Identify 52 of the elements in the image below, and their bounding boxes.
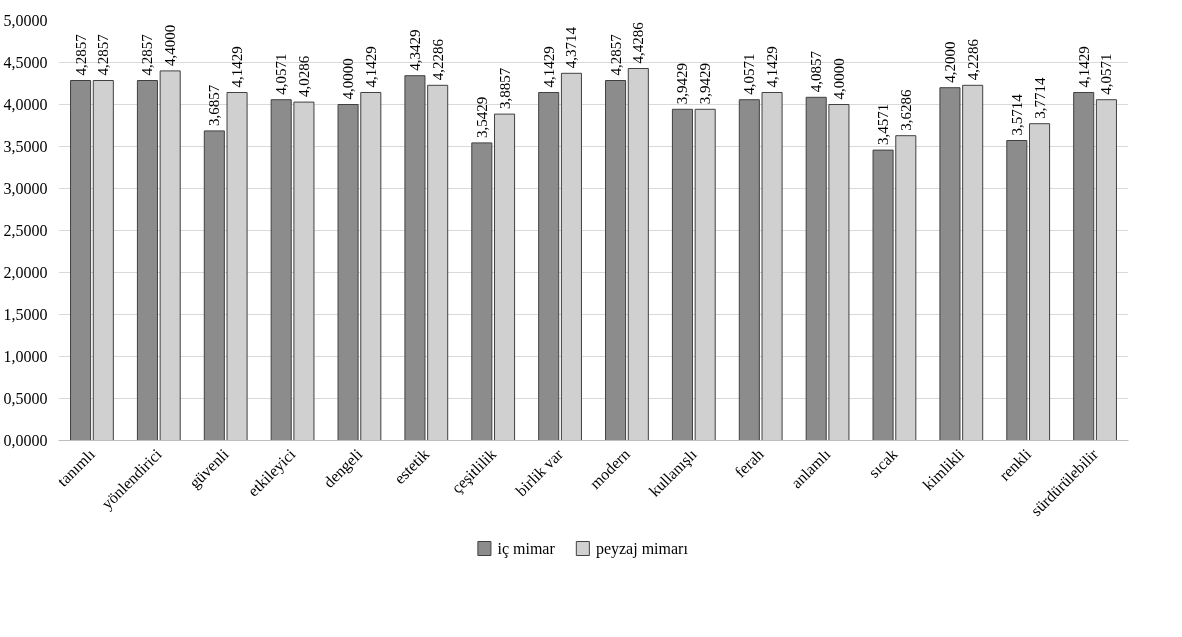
data-label: 4,1429 [540,46,557,88]
data-label: 3,8857 [496,67,513,110]
data-label: 4,0000 [340,58,357,100]
data-label: 4,0571 [273,53,290,95]
data-label: 4,1429 [362,46,379,88]
data-label: 4,0000 [830,58,847,100]
y-tick-label: 2,0000 [3,264,48,281]
y-tick-label: 3,5000 [3,138,48,155]
y-tick-label: 0,0000 [3,432,48,449]
data-label: 3,9429 [697,63,714,105]
data-label: 4,0857 [808,50,825,93]
data-label: 4,3714 [563,26,580,69]
y-tick-label: 4,5000 [3,54,48,71]
data-label: 3,6857 [206,84,223,126]
bar [70,80,92,441]
y-tick-label: 5,0000 [3,12,48,29]
data-label: 3,7714 [1031,76,1048,119]
data-label: 3,4571 [875,103,892,146]
y-tick-label: 1,0000 [3,348,48,365]
data-label: 3,6286 [897,88,914,131]
data-label: 4,4000 [162,24,179,66]
y-tick-label: 0,5000 [3,390,48,407]
data-label: 4,0286 [295,55,312,98]
data-label: 4,2286 [429,38,446,81]
data-label: 4,2857 [139,33,156,76]
data-label: 4,0571 [741,53,758,95]
data-label: 4,1429 [229,46,246,88]
data-label: 3,5714 [1008,93,1025,136]
y-tick-label: 2,5000 [3,222,48,239]
y-tick-label: 3,0000 [3,180,48,197]
x-tick-label: ferah [731,445,767,481]
legend-label: peyzaj mimarı [595,540,689,558]
data-label: 4,4286 [630,21,647,64]
y-tick-label: 1,5000 [3,306,48,323]
data-label: 4,0571 [1098,53,1115,95]
bar [538,92,560,441]
data-label: 4,2857 [95,33,112,76]
data-label: 4,2286 [964,38,981,81]
bar [136,80,158,441]
data-label: 4,2000 [941,41,958,83]
data-label: 3,9429 [674,63,691,105]
bar [605,80,627,441]
data-label: 4,1429 [764,46,781,88]
data-label: 4,3429 [406,29,423,71]
data-label: 4,1429 [1075,46,1092,88]
legend-label: iç mimar [497,540,556,558]
bar [1073,92,1095,441]
data-label: 4,2857 [72,33,89,76]
data-label: 4,2857 [607,33,624,76]
bar [671,108,693,441]
y-tick-label: 4,0000 [3,96,48,113]
data-label: 3,5429 [473,96,490,138]
